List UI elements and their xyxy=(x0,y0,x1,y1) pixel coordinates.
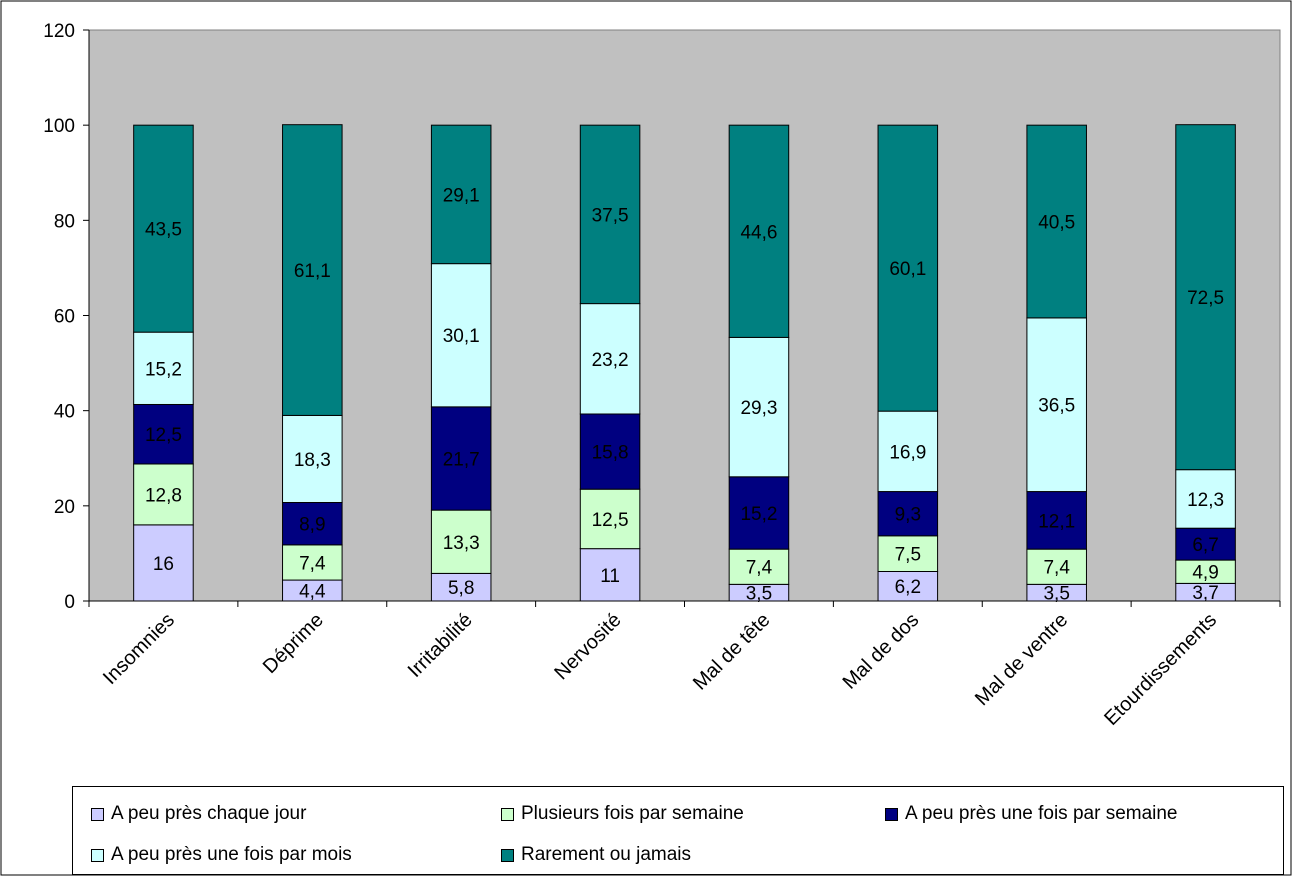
legend-label: Plusieurs fois par semaine xyxy=(521,803,744,824)
data-label: 15,2 xyxy=(740,504,777,525)
data-label: 12,1 xyxy=(1038,511,1075,532)
legend-item: Plusieurs fois par semaine xyxy=(501,803,744,825)
data-label: 40,5 xyxy=(1038,213,1075,234)
legend-item: Rarement ou jamais xyxy=(501,844,691,866)
data-label: 4,4 xyxy=(299,582,326,603)
y-tick-label: 60 xyxy=(54,307,75,328)
bar-segment xyxy=(1175,124,1236,471)
data-label: 4,9 xyxy=(1192,563,1218,584)
bar-segment xyxy=(728,124,790,338)
legend-label: Rarement ou jamais xyxy=(521,844,692,865)
legend-swatch xyxy=(885,807,898,821)
legend-label: A peu près une fois par semaine xyxy=(905,803,1178,824)
bar-segment xyxy=(430,124,492,265)
data-label: 15,2 xyxy=(145,359,182,380)
legend: A peu près chaque jour Plusieurs fois par… xyxy=(72,786,1284,875)
bar-segment xyxy=(430,509,492,574)
data-label: 44,6 xyxy=(740,222,777,243)
data-label: 9,3 xyxy=(895,505,921,526)
bar-segment xyxy=(282,414,343,504)
bar-segment xyxy=(430,572,492,602)
y-tick-label: 20 xyxy=(54,497,75,518)
bar-segment xyxy=(1026,124,1087,319)
data-label: 30,1 xyxy=(443,326,480,347)
data-label: 12,5 xyxy=(145,425,182,446)
data-label: 3,5 xyxy=(746,584,772,605)
bar-segment xyxy=(133,524,194,602)
bar-segment xyxy=(877,491,939,537)
data-label: 29,1 xyxy=(443,185,480,206)
data-label: 7,4 xyxy=(299,553,326,574)
bar-segment xyxy=(1026,491,1087,550)
data-label: 15,8 xyxy=(592,443,629,464)
data-label: 8,9 xyxy=(299,515,325,536)
data-label: 11 xyxy=(600,566,620,587)
legend-item: A peu près une fois par semaine xyxy=(885,803,1178,825)
bar-segment xyxy=(579,124,641,305)
data-label: 3,5 xyxy=(1043,584,1069,605)
bar-segment xyxy=(133,463,194,526)
data-label: 16 xyxy=(153,554,174,575)
bar-segment xyxy=(1026,317,1087,493)
bar-segment xyxy=(282,544,343,581)
data-label: 36,5 xyxy=(1038,396,1075,417)
data-label: 7,5 xyxy=(895,545,921,566)
bars-layer: 16 12,8 12,5 15,2 43,5 4,4 7,4 8,9 18,3 61,1 5,8 13… xyxy=(133,124,1236,605)
data-label: 37,5 xyxy=(592,205,629,226)
data-label: 6,7 xyxy=(1192,535,1218,556)
bar-segment xyxy=(430,263,492,408)
data-label: 12,8 xyxy=(145,485,182,506)
bar-segment xyxy=(430,406,492,511)
data-label: 7,4 xyxy=(1043,558,1070,579)
bar-segment xyxy=(282,502,343,546)
bar-segment xyxy=(579,548,641,602)
legend-item: A peu près chaque jour xyxy=(91,803,306,825)
data-label: 18,3 xyxy=(294,450,331,471)
data-label: 72,5 xyxy=(1187,288,1224,309)
y-tick-label: 40 xyxy=(54,402,75,423)
y-tick-label: 120 xyxy=(43,21,75,42)
data-label: 16,9 xyxy=(889,442,926,463)
data-label: 3,7 xyxy=(1192,583,1218,604)
bar-segment xyxy=(1175,469,1236,529)
y-tick-label: 80 xyxy=(54,211,75,232)
data-label: 13,3 xyxy=(443,533,480,554)
data-label: 21,7 xyxy=(443,449,480,470)
legend-swatch xyxy=(501,848,514,862)
data-label: 5,8 xyxy=(448,578,474,599)
legend-swatch xyxy=(501,807,514,821)
legend-label: A peu près chaque jour xyxy=(111,803,307,824)
legend-swatch xyxy=(91,848,104,862)
bar-segment xyxy=(877,570,939,602)
legend-swatch xyxy=(91,807,104,821)
data-label: 43,5 xyxy=(145,220,182,241)
legend-label: A peu près une fois par mois xyxy=(111,844,352,865)
bar-segment xyxy=(133,124,194,333)
y-tick-label: 100 xyxy=(43,116,75,137)
data-label: 12,3 xyxy=(1187,490,1224,511)
bar-segment xyxy=(877,410,939,493)
data-label: 23,2 xyxy=(592,350,629,371)
data-label: 6,2 xyxy=(895,577,921,598)
bar-segment xyxy=(877,124,939,412)
data-label: 7,4 xyxy=(746,558,773,579)
plot-area xyxy=(88,29,1281,602)
data-label: 29,3 xyxy=(740,398,777,419)
legend-item: A peu près une fois par mois xyxy=(91,844,352,866)
bar-segment xyxy=(728,476,790,550)
y-tick-label: 0 xyxy=(64,592,75,613)
bar-segment xyxy=(282,124,343,416)
data-label: 61,1 xyxy=(294,261,331,282)
bar-segment xyxy=(579,303,641,415)
data-label: 60,1 xyxy=(889,259,926,280)
data-label: 12,5 xyxy=(592,510,629,531)
